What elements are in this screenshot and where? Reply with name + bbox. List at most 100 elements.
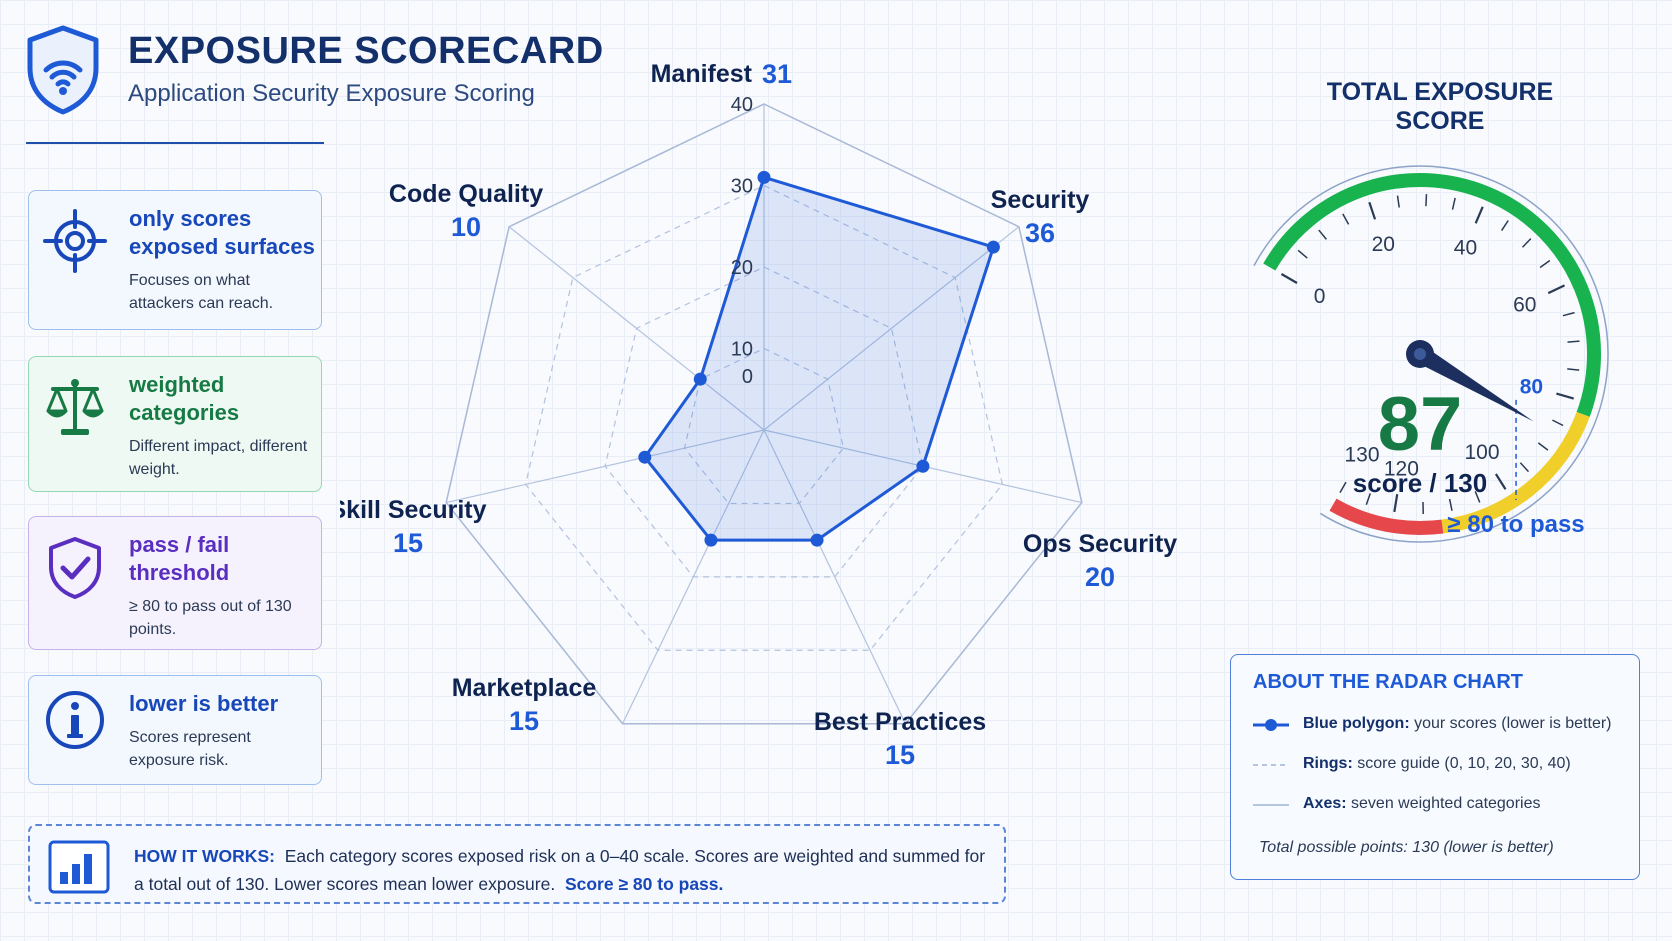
gauge-tick-label: 80 <box>1520 375 1543 398</box>
legend-polygon-symbol <box>1253 719 1289 731</box>
gauge-tick <box>1519 462 1530 473</box>
gauge-tick <box>1567 368 1580 371</box>
shield-check-icon <box>49 537 101 599</box>
gauge-tick <box>1494 473 1507 490</box>
gauge-tick-label: 130 <box>1344 443 1379 466</box>
radar-value-label: 20 <box>1085 562 1115 592</box>
legend-key: Blue polygon: <box>1303 715 1410 732</box>
header-divider <box>26 142 324 144</box>
legend-row-polygon: Blue polygon: your scores (lower is bett… <box>1253 713 1633 739</box>
legend-footer: Total possible points: 130 (lower is bet… <box>1259 839 1554 856</box>
radar-value-label: 15 <box>393 528 423 558</box>
radar-chart: 0 10 20 30 40 Manifest 31 Security 36 Ops Securit… <box>340 59 1177 770</box>
radar-category-label: Ops Security <box>1023 530 1177 558</box>
card-weighted-categories: weighted categories Different impact, di… <box>28 356 322 492</box>
gauge-tick-label: 60 <box>1513 293 1536 316</box>
card-description: Different impact, different weight. <box>129 438 308 478</box>
how-it-works-panel: HOW IT WORKS: Each category scores expos… <box>28 824 1006 904</box>
gauge-unit-label: score / 130 <box>1353 468 1487 498</box>
radar-axis <box>446 429 765 504</box>
gauge-tick <box>1474 491 1481 503</box>
gauge-tick <box>1280 273 1298 284</box>
legend-axes-symbol <box>1253 804 1289 806</box>
gauge-tick <box>1342 213 1350 225</box>
gauge-tick <box>1500 220 1509 231</box>
card-title: weighted categories <box>129 372 240 425</box>
radar-point <box>638 450 652 464</box>
radar-value-label: 31 <box>762 59 792 89</box>
page-subtitle: Application Security Exposure Scoring <box>128 80 535 107</box>
radar-data-polygon <box>643 175 995 542</box>
radar-category-label: Skill Security <box>340 496 487 524</box>
legend-key: Axes: <box>1303 795 1347 812</box>
card-pass-fail: pass / fail threshold ≥ 80 to pass out o… <box>28 516 322 650</box>
radar-legend: ABOUT THE RADAR CHART Blue polygon: your… <box>1230 654 1640 880</box>
gauge-hub-center <box>1414 348 1426 360</box>
gauge-tick <box>1339 481 1347 493</box>
radar-axis <box>763 226 1020 431</box>
gauge-band <box>1441 411 1590 534</box>
gauge-tick <box>1567 340 1580 343</box>
gauge-tick <box>1539 259 1551 269</box>
radar-value-label: 10 <box>451 212 481 242</box>
info-icon <box>46 691 104 749</box>
gauge-tick <box>1365 493 1372 505</box>
gauge-tick-label: 0 <box>1314 285 1326 308</box>
gauge-needle <box>1415 346 1534 422</box>
how-it-works-body: Each category scores exposed risk on a 0… <box>134 846 986 894</box>
gauge-tick <box>1547 284 1566 295</box>
bar-chart-icon <box>48 840 110 894</box>
radar-axis <box>622 429 765 724</box>
gauge-tick <box>1537 442 1549 451</box>
card-description: ≥ 80 to pass out of 130 points. <box>129 598 292 638</box>
radar-point <box>810 533 824 547</box>
gauge-tick <box>1521 238 1532 248</box>
crosshair-icon <box>43 209 107 273</box>
radar-category-label: Code Quality <box>389 180 543 208</box>
legend-rings-symbol <box>1253 764 1289 766</box>
card-title: lower is better <box>129 691 279 716</box>
radar-tick-label: 0 <box>742 366 753 388</box>
gauge-tick-label: 20 <box>1372 233 1395 256</box>
radar-category-label: Best Practices <box>814 708 986 736</box>
legend-row-axes: Axes: seven weighted categories <box>1253 793 1633 819</box>
legend-row-rings: Rings: score guide (0, 10, 20, 30, 40) <box>1253 753 1633 779</box>
radar-value-label: 15 <box>885 740 915 770</box>
radar-tick-label: 30 <box>731 176 753 198</box>
gauge-tick <box>1556 392 1574 400</box>
legend-text: your scores (lower is better) <box>1414 715 1612 732</box>
gauge-tick-label: 100 <box>1464 441 1499 464</box>
legend-text: score guide (0, 10, 20, 30, 40) <box>1357 755 1571 772</box>
radar-ring <box>524 184 1004 651</box>
legend-key: Rings: <box>1303 755 1353 772</box>
gauge-tick <box>1562 311 1575 317</box>
radar-point <box>704 533 718 547</box>
how-it-works-label: HOW IT WORKS: <box>134 846 275 866</box>
gauge-tick <box>1451 197 1456 210</box>
radar-category-label: Marketplace <box>452 674 597 702</box>
gauge-tick <box>1396 195 1400 208</box>
radar-category-label: Manifest <box>651 60 753 88</box>
card-description: Focuses on what attackers can reach. <box>129 272 274 312</box>
radar-ring <box>683 347 845 505</box>
how-it-works-pass: Score ≥ 80 to pass. <box>564 874 724 894</box>
radar-point <box>757 170 771 184</box>
gauge-tick <box>1393 493 1399 513</box>
gauge-tick-label: 120 <box>1384 457 1419 480</box>
radar-ring <box>604 266 924 578</box>
card-lower-better: lower is better Scores represent exposur… <box>28 675 322 785</box>
radar-category-label: Security <box>991 186 1090 214</box>
gauge-tick <box>1318 229 1327 240</box>
gauge-title: TOTAL EXPOSURE SCORE <box>1326 78 1554 135</box>
radar-point <box>986 240 1000 254</box>
radar-value-label: 15 <box>509 706 539 736</box>
card-title: pass / fail threshold <box>129 532 230 585</box>
legend-text: seven weighted categories <box>1351 795 1541 812</box>
legend-title: ABOUT THE RADAR CHART <box>1253 671 1523 693</box>
gauge-rim <box>1253 165 1609 543</box>
gauge-tick <box>1552 419 1564 427</box>
gauge-tick-label: 40 <box>1454 236 1477 259</box>
radar-axis <box>508 226 765 431</box>
gauge-tick <box>1474 206 1484 224</box>
